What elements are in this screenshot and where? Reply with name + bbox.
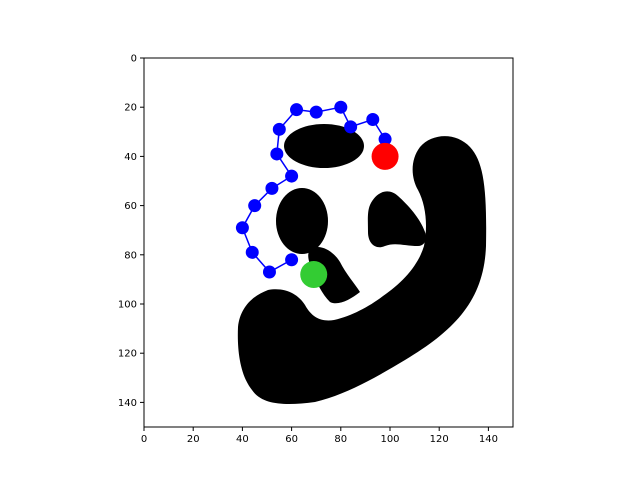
path-node [378,132,392,146]
path-node [235,221,249,235]
x-tick-label: 120 [430,434,449,445]
obstacle-main-body [237,136,487,405]
path-layer [235,100,392,279]
path-node [248,199,262,213]
plot-area [143,57,514,428]
y-axis: 0 20 40 60 80 100 120 140 [118,54,144,409]
path-node [262,265,276,279]
path-node [265,181,279,195]
y-tick-label: 120 [118,349,137,360]
path-node [285,169,299,183]
x-tick-label: 40 [236,434,249,445]
path-node [309,105,323,119]
obstacle-connector [308,246,360,304]
y-tick-label: 140 [118,398,137,409]
path-node [272,122,286,136]
path-node [270,147,284,161]
goal-marker [300,260,328,288]
path-node [334,100,348,114]
x-axis: 0 20 40 60 80 100 120 140 [141,427,498,445]
x-tick-label: 100 [380,434,399,445]
start-marker [371,142,399,170]
path-node [285,253,299,267]
x-tick-label: 80 [334,434,347,445]
plot-frame [143,57,514,428]
path-node [366,113,380,126]
path-node [290,103,304,117]
y-tick-label: 60 [124,201,137,212]
y-tick-label: 0 [131,54,137,65]
y-tick-label: 80 [124,250,137,261]
x-tick-label: 20 [187,434,200,445]
y-tick-label: 20 [124,103,137,114]
y-tick-label: 40 [124,152,137,163]
marker-layer [300,142,399,288]
obstacle-right-lobe [367,191,427,248]
y-tick-label: 100 [118,300,137,311]
path-node [344,120,358,134]
obstacle-top-ellipse [284,124,364,168]
x-tick-label: 60 [285,434,298,445]
x-tick-label: 140 [479,434,498,445]
path-node [245,245,259,259]
x-tick-label: 0 [141,434,147,445]
occupancy-map [237,124,487,405]
obstacle-middle-ellipse [276,188,328,254]
